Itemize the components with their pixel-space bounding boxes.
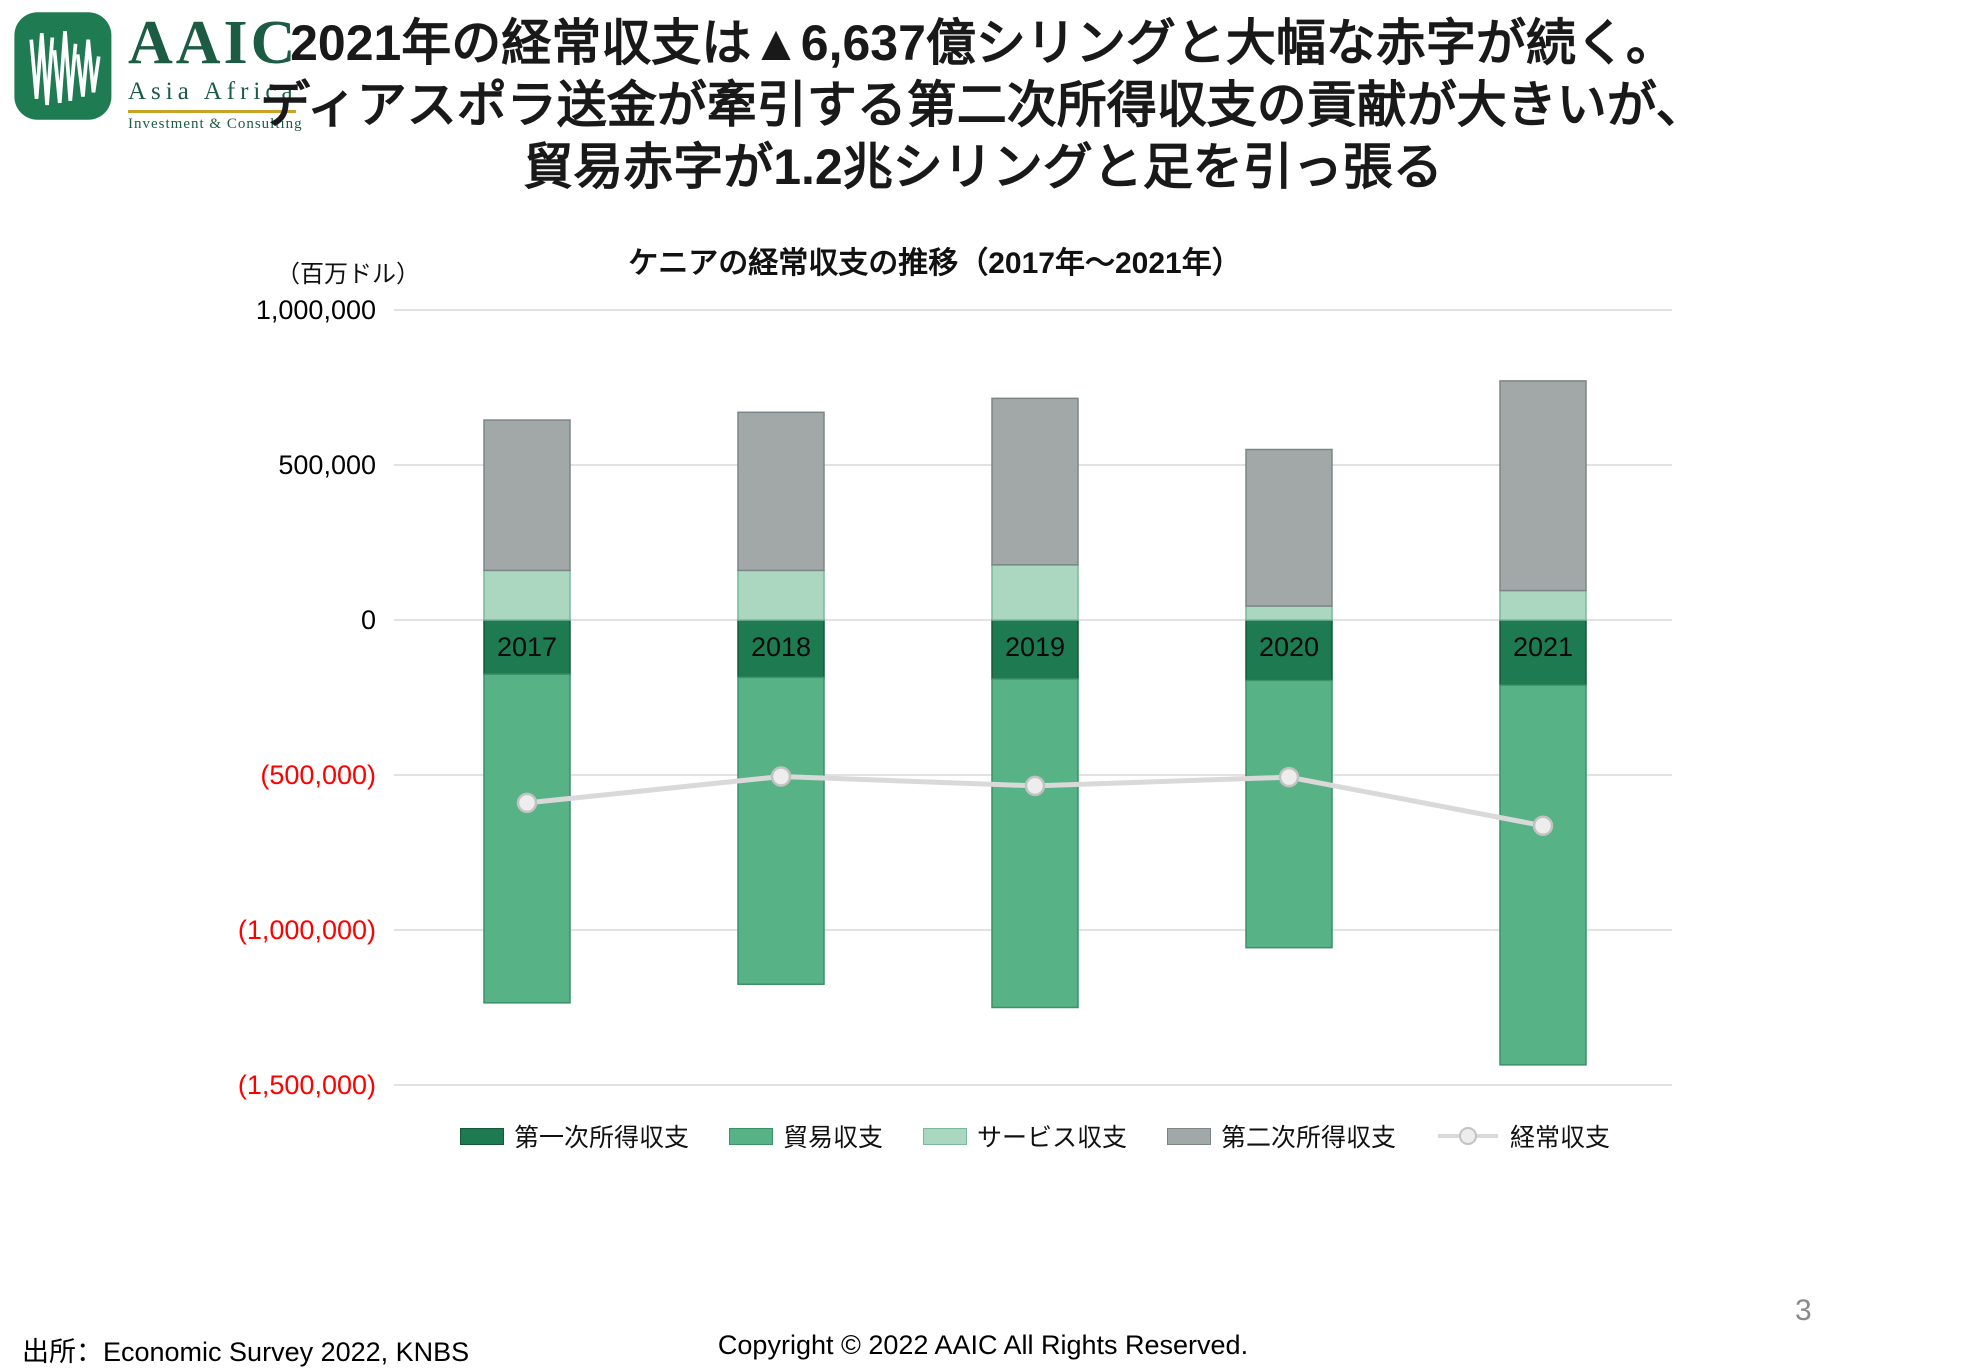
legend-line-marker-icon xyxy=(1459,1127,1478,1145)
y-tick-label: (500,000) xyxy=(260,760,376,790)
logo-subtitle-company: Investment & Consulting xyxy=(128,116,303,132)
bar-segment xyxy=(1499,380,1587,592)
line-marker xyxy=(516,792,538,814)
legend-swatch xyxy=(1167,1127,1211,1145)
line-series xyxy=(526,774,1544,829)
y-tick-label: (1,000,000) xyxy=(238,915,376,945)
bar-segment xyxy=(1499,684,1587,1066)
logo-acronym: AAIC xyxy=(128,9,299,77)
copyright-note: Copyright © 2022 AAIC All Rights Reserve… xyxy=(717,1330,1249,1360)
source-note: 出所：Economic Survey 2022, KNBS xyxy=(22,1337,470,1367)
y-tick-label: 1,000,000 xyxy=(256,295,376,325)
legend-item-line: 経常収支 xyxy=(1436,1118,1610,1154)
bar-segment xyxy=(483,569,571,621)
bar-segment xyxy=(737,569,825,621)
headline-line-1: 2021年の経常収支は▲6,637億シリングと大幅な赤字が続く。 xyxy=(290,15,1676,71)
y-tick-label: 0 xyxy=(361,605,376,635)
bar-segment xyxy=(991,397,1079,566)
bar-segment xyxy=(1499,589,1587,621)
headline-line-3: 貿易赤字が1.2兆シリングと足を引っ張る xyxy=(523,139,1443,195)
legend-label: 第一次所得収支 xyxy=(513,1124,689,1152)
slide-headline: 2021年の経常収支は▲6,637億シリングと大幅な赤字が続く。 ディアスポラ送… xyxy=(0,12,1966,198)
headline-line-2: ディアスポラ送金が牽引する第二次所得収支の貢献が大きいが、 xyxy=(260,77,1706,133)
legend-label: サービス収支 xyxy=(976,1124,1127,1152)
bar-segment xyxy=(1245,619,1333,682)
aaic-logo-icon xyxy=(14,12,112,120)
bar-segment xyxy=(1245,448,1333,607)
bar-segment xyxy=(1499,619,1587,686)
legend-item: サービス収支 xyxy=(922,1118,1127,1154)
category-label: 2019 xyxy=(1005,632,1065,662)
bar-segment xyxy=(737,619,825,679)
legend-swatch xyxy=(922,1127,967,1145)
logo-subtitle-region: Asia Africa xyxy=(128,78,298,105)
legend-item: 第二次所得収支 xyxy=(1167,1118,1396,1154)
category-label: 2020 xyxy=(1259,632,1319,662)
bar-segment xyxy=(483,419,571,572)
bar-segment xyxy=(991,678,1079,1009)
line-marker xyxy=(1278,766,1300,788)
legend-label: 経常収支 xyxy=(1510,1124,1611,1152)
bar-segment xyxy=(483,673,571,1004)
line-marker xyxy=(1532,815,1554,836)
category-label: 2017 xyxy=(497,632,557,662)
line-marker xyxy=(770,766,792,787)
legend-swatch xyxy=(728,1127,773,1145)
legend-label: 貿易収支 xyxy=(782,1124,883,1152)
legend-item: 貿易収支 xyxy=(728,1118,883,1154)
logo-wave-3 xyxy=(75,39,101,97)
aaic-logo: AAIC Asia Africa Investment & Consulting xyxy=(12,8,303,133)
legend-swatch xyxy=(459,1127,504,1145)
bar-segment xyxy=(483,619,571,675)
bar-segment xyxy=(737,676,825,985)
category-label: 2021 xyxy=(1513,632,1573,662)
axis-unit-label: （百万ドル） xyxy=(276,261,420,288)
logo-gold-rule xyxy=(128,110,296,113)
chart-legend: 第一次所得収支 貿易収支 サービス収支 第二次所得収支 経常収支 xyxy=(400,1118,1670,1154)
bar-segment xyxy=(991,619,1079,680)
logo-wave-1 xyxy=(29,33,55,106)
bar-segment xyxy=(1245,679,1333,949)
bar-segment xyxy=(991,564,1079,621)
category-label: 2018 xyxy=(751,632,811,662)
legend-item: 第一次所得収支 xyxy=(459,1118,689,1154)
bar-segment xyxy=(1245,605,1333,621)
bar-segment xyxy=(737,411,825,572)
logo-wave-2 xyxy=(52,31,78,104)
chart-title: ケニアの経常収支の推移（2017年～2021年） xyxy=(628,247,1242,280)
line-marker xyxy=(1024,775,1046,797)
logo-text-block: AAIC Asia Africa Investment & Consulting xyxy=(128,8,303,133)
page-number: 3 xyxy=(1795,1294,1812,1327)
y-tick-label: (1,500,000) xyxy=(238,1070,376,1100)
legend-label: 第二次所得収支 xyxy=(1221,1124,1397,1152)
legend-line-sample xyxy=(1438,1127,1499,1145)
y-tick-label: 500,000 xyxy=(278,450,376,480)
